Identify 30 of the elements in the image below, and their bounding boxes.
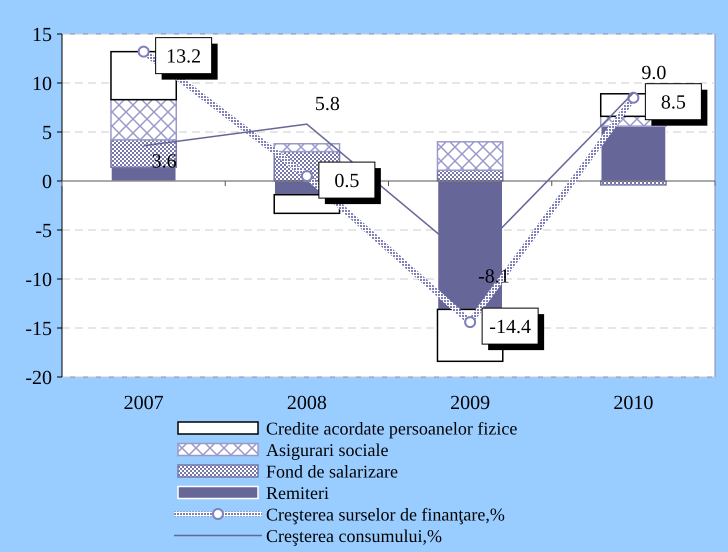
bar: [110, 98, 178, 141]
x-tick-label: 2010: [613, 392, 654, 414]
point: [138, 46, 150, 58]
legend-label: Asigurari sociale: [266, 440, 388, 460]
y-tick-label: -10: [25, 269, 52, 291]
bar: [436, 141, 504, 171]
x-tick-label: 2009: [450, 392, 490, 414]
legend-label: Creşterea surselor de finanţare,%: [266, 504, 505, 524]
data-label: 8.5: [660, 92, 686, 114]
bar: [273, 143, 340, 152]
y-tick-label: -15: [25, 318, 52, 340]
y-tick-label: -5: [35, 220, 52, 242]
point: [300, 170, 313, 182]
y-tick-label: 0: [42, 171, 52, 193]
y-tick-label: 10: [32, 73, 52, 95]
point: [464, 316, 476, 328]
legend-label: Credite acordate persoanelor fizice: [266, 418, 518, 438]
x-tick-label: 2007: [124, 392, 164, 414]
data-label: 0.5: [334, 170, 360, 192]
data-label: -14.4: [489, 316, 531, 338]
y-tick-label: 15: [32, 24, 52, 46]
data-label: 5.8: [314, 93, 340, 116]
legend-label: Creşterea consumului,%: [266, 526, 442, 546]
data-label: 13.2: [166, 46, 202, 68]
x-tick-label: 2008: [286, 392, 327, 414]
legend-label: Remiteri: [266, 482, 329, 503]
y-tick-label: -20: [25, 367, 52, 389]
y-tick-label: 5: [42, 122, 52, 144]
legend-label: Fond de salarizare: [266, 461, 398, 482]
data-label: 9.0: [641, 62, 666, 84]
